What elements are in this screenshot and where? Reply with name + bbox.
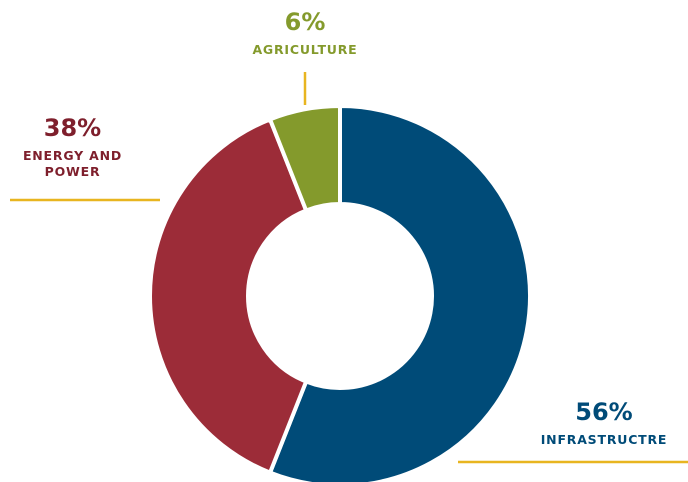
label-infrastructure: 56% INFRASTRUCTRE [520,398,688,448]
name-agriculture: AGRICULTURE [252,42,358,57]
name-infrastructure: INFRASTRUCTRE [540,432,668,447]
pct-infrastructure: 56% [575,398,633,426]
slices-group [147,103,532,482]
pct-agriculture: 6% [284,8,326,36]
slice-energy-and-power [147,116,309,476]
name-energy-and-power: ENERGY AND POWER [22,148,123,179]
slice-agriculture [267,103,342,214]
pct-energy-and-power: 38% [43,114,102,142]
label-agriculture: 6% AGRICULTURE [225,8,385,58]
label-energy-and-power: 38% ENERGY AND POWER [0,114,145,180]
slice-infrastructre [267,103,532,482]
